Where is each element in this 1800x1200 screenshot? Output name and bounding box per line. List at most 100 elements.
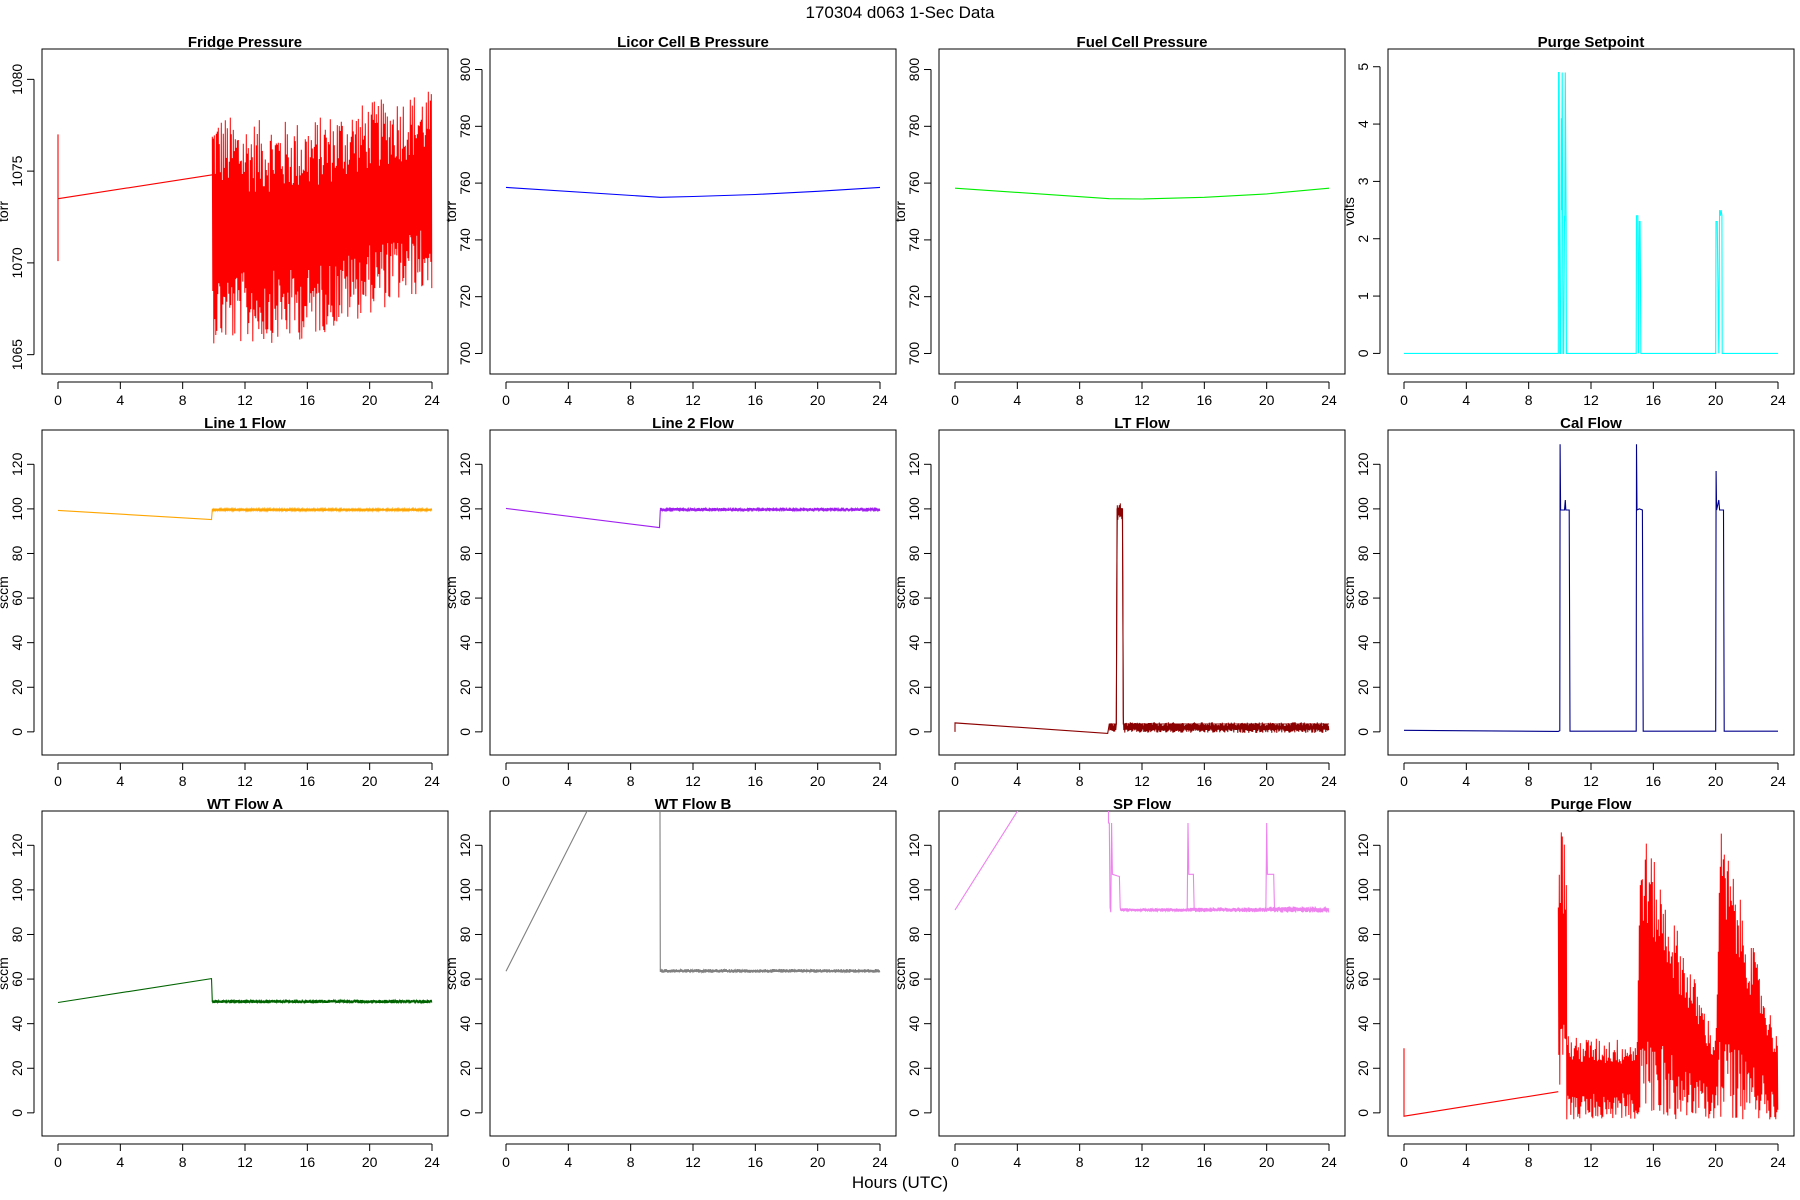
plot-area	[57, 91, 433, 344]
y-tick-label: 80	[906, 926, 922, 942]
y-tick-label: 60	[457, 590, 473, 606]
x-tick-label: 8	[627, 392, 635, 408]
x-tick-label: 20	[1708, 773, 1724, 789]
series-noise-trace	[211, 91, 433, 344]
x-tick-label: 4	[116, 1154, 124, 1170]
y-tick-label: 0	[906, 1109, 922, 1117]
y-tick-label: 20	[906, 1060, 922, 1076]
y-tick-label: 800	[906, 58, 922, 82]
x-tick-label: 16	[748, 1154, 764, 1170]
x-tick-label: 0	[1400, 392, 1408, 408]
x-tick-label: 16	[1646, 392, 1662, 408]
panel-title: Purge Flow	[1551, 796, 1632, 813]
y-tick-label: 120	[906, 452, 922, 476]
x-tick-label: 8	[627, 1154, 635, 1170]
y-tick-label: 100	[906, 497, 922, 521]
y-tick-label: 40	[9, 635, 25, 651]
x-tick-label: 12	[237, 1154, 253, 1170]
y-tick-label: 80	[9, 926, 25, 942]
y-tick-label: 0	[1355, 1109, 1371, 1117]
y-tick-label: 60	[906, 590, 922, 606]
x-tick-label: 8	[627, 773, 635, 789]
x-tick-label: 24	[1321, 392, 1337, 408]
x-tick-label: 12	[1583, 392, 1599, 408]
plot-frame	[1387, 48, 1795, 375]
x-tick-label: 0	[54, 1154, 62, 1170]
y-tick-label: 700	[457, 342, 473, 366]
panel-title: Licor Cell B Pressure	[617, 34, 769, 51]
x-tick-label: 4	[564, 392, 572, 408]
x-tick-label: 0	[502, 392, 510, 408]
series-line	[505, 186, 881, 198]
panel-title: LT Flow	[1114, 415, 1170, 432]
y-tick-label: 700	[906, 342, 922, 366]
y-tick-label: 40	[906, 1016, 922, 1032]
x-tick-label: 24	[1770, 392, 1786, 408]
x-tick-label: 20	[1259, 773, 1275, 789]
y-tick-label: 100	[457, 878, 473, 902]
y-tick-label: 3	[1355, 177, 1371, 185]
y-tick-label: 780	[457, 114, 473, 138]
plot-area	[1404, 71, 1778, 354]
y-tick-label: 40	[906, 635, 922, 651]
x-tick-label: 12	[1583, 1154, 1599, 1170]
x-tick-label: 20	[810, 773, 826, 789]
y-tick-label: 80	[1355, 545, 1371, 561]
x-tick-label: 0	[54, 392, 62, 408]
x-tick-label: 8	[179, 1154, 187, 1170]
panel-title: Fuel Cell Pressure	[1077, 34, 1208, 51]
y-tick-label: 1075	[9, 155, 25, 186]
y-tick-label: 0	[906, 728, 922, 736]
x-tick-label: 4	[1462, 1154, 1470, 1170]
y-tick-label: 720	[906, 285, 922, 309]
y-tick-label: 1070	[9, 247, 25, 278]
plot-frame	[1387, 810, 1795, 1137]
panel-licor-cell-b-pressure: Licor Cell B Pressure torr 0 4 8 12 16 20 24 700 7…	[443, 34, 897, 408]
y-axis-label: torr	[443, 201, 459, 222]
x-tick-label: 24	[1770, 773, 1786, 789]
x-tick-label: 20	[1708, 1154, 1724, 1170]
plot-area	[954, 187, 1330, 200]
y-tick-label: 0	[9, 728, 25, 736]
x-tick-label: 8	[1076, 1154, 1084, 1170]
y-tick-label: 60	[1355, 971, 1371, 987]
x-tick-label: 16	[748, 392, 764, 408]
y-tick-label: 80	[457, 545, 473, 561]
y-tick-label: 1	[1355, 292, 1371, 300]
x-tick-label: 20	[1259, 1154, 1275, 1170]
x-tick-label: 24	[872, 392, 888, 408]
plot-area	[57, 506, 433, 521]
x-tick-label: 16	[1646, 1154, 1662, 1170]
series-line	[954, 508, 1329, 734]
y-tick-label: 0	[457, 1109, 473, 1117]
panel-title: Line 2 Flow	[652, 415, 734, 432]
y-tick-label: 0	[1355, 728, 1371, 736]
y-tick-label: 40	[457, 1016, 473, 1032]
plot-area	[57, 977, 433, 1005]
x-tick-label: 4	[116, 773, 124, 789]
x-tick-label: 24	[424, 392, 440, 408]
y-tick-label: 20	[457, 1060, 473, 1076]
x-tick-label: 24	[424, 1154, 440, 1170]
plot-area	[954, 811, 1330, 913]
x-tick-label: 16	[1197, 1154, 1213, 1170]
x-tick-label: 4	[1013, 1154, 1021, 1170]
x-tick-label: 16	[1197, 773, 1213, 789]
y-tick-label: 80	[457, 926, 473, 942]
plot-frame	[489, 810, 897, 1137]
y-axis-label: torr	[892, 201, 908, 222]
y-tick-label: 1080	[9, 64, 25, 95]
x-tick-label: 24	[1321, 1154, 1337, 1170]
panel-sp-flow: SP Flow sccm 0 4 8 12 16 20 24 0 20 40 60 80 100 120	[892, 796, 1346, 1170]
x-tick-label: 16	[300, 392, 316, 408]
plot-frame	[489, 48, 897, 375]
series-line	[1403, 444, 1778, 732]
x-tick-label: 12	[1134, 773, 1150, 789]
x-tick-label: 0	[951, 392, 959, 408]
y-tick-label: 5	[1355, 63, 1371, 71]
panel-lt-flow: LT Flow sccm 0 4 8 12 16 20 24 0 20 40 60 80 100 120	[892, 415, 1346, 789]
y-tick-label: 120	[906, 833, 922, 857]
x-tick-label: 0	[1400, 773, 1408, 789]
